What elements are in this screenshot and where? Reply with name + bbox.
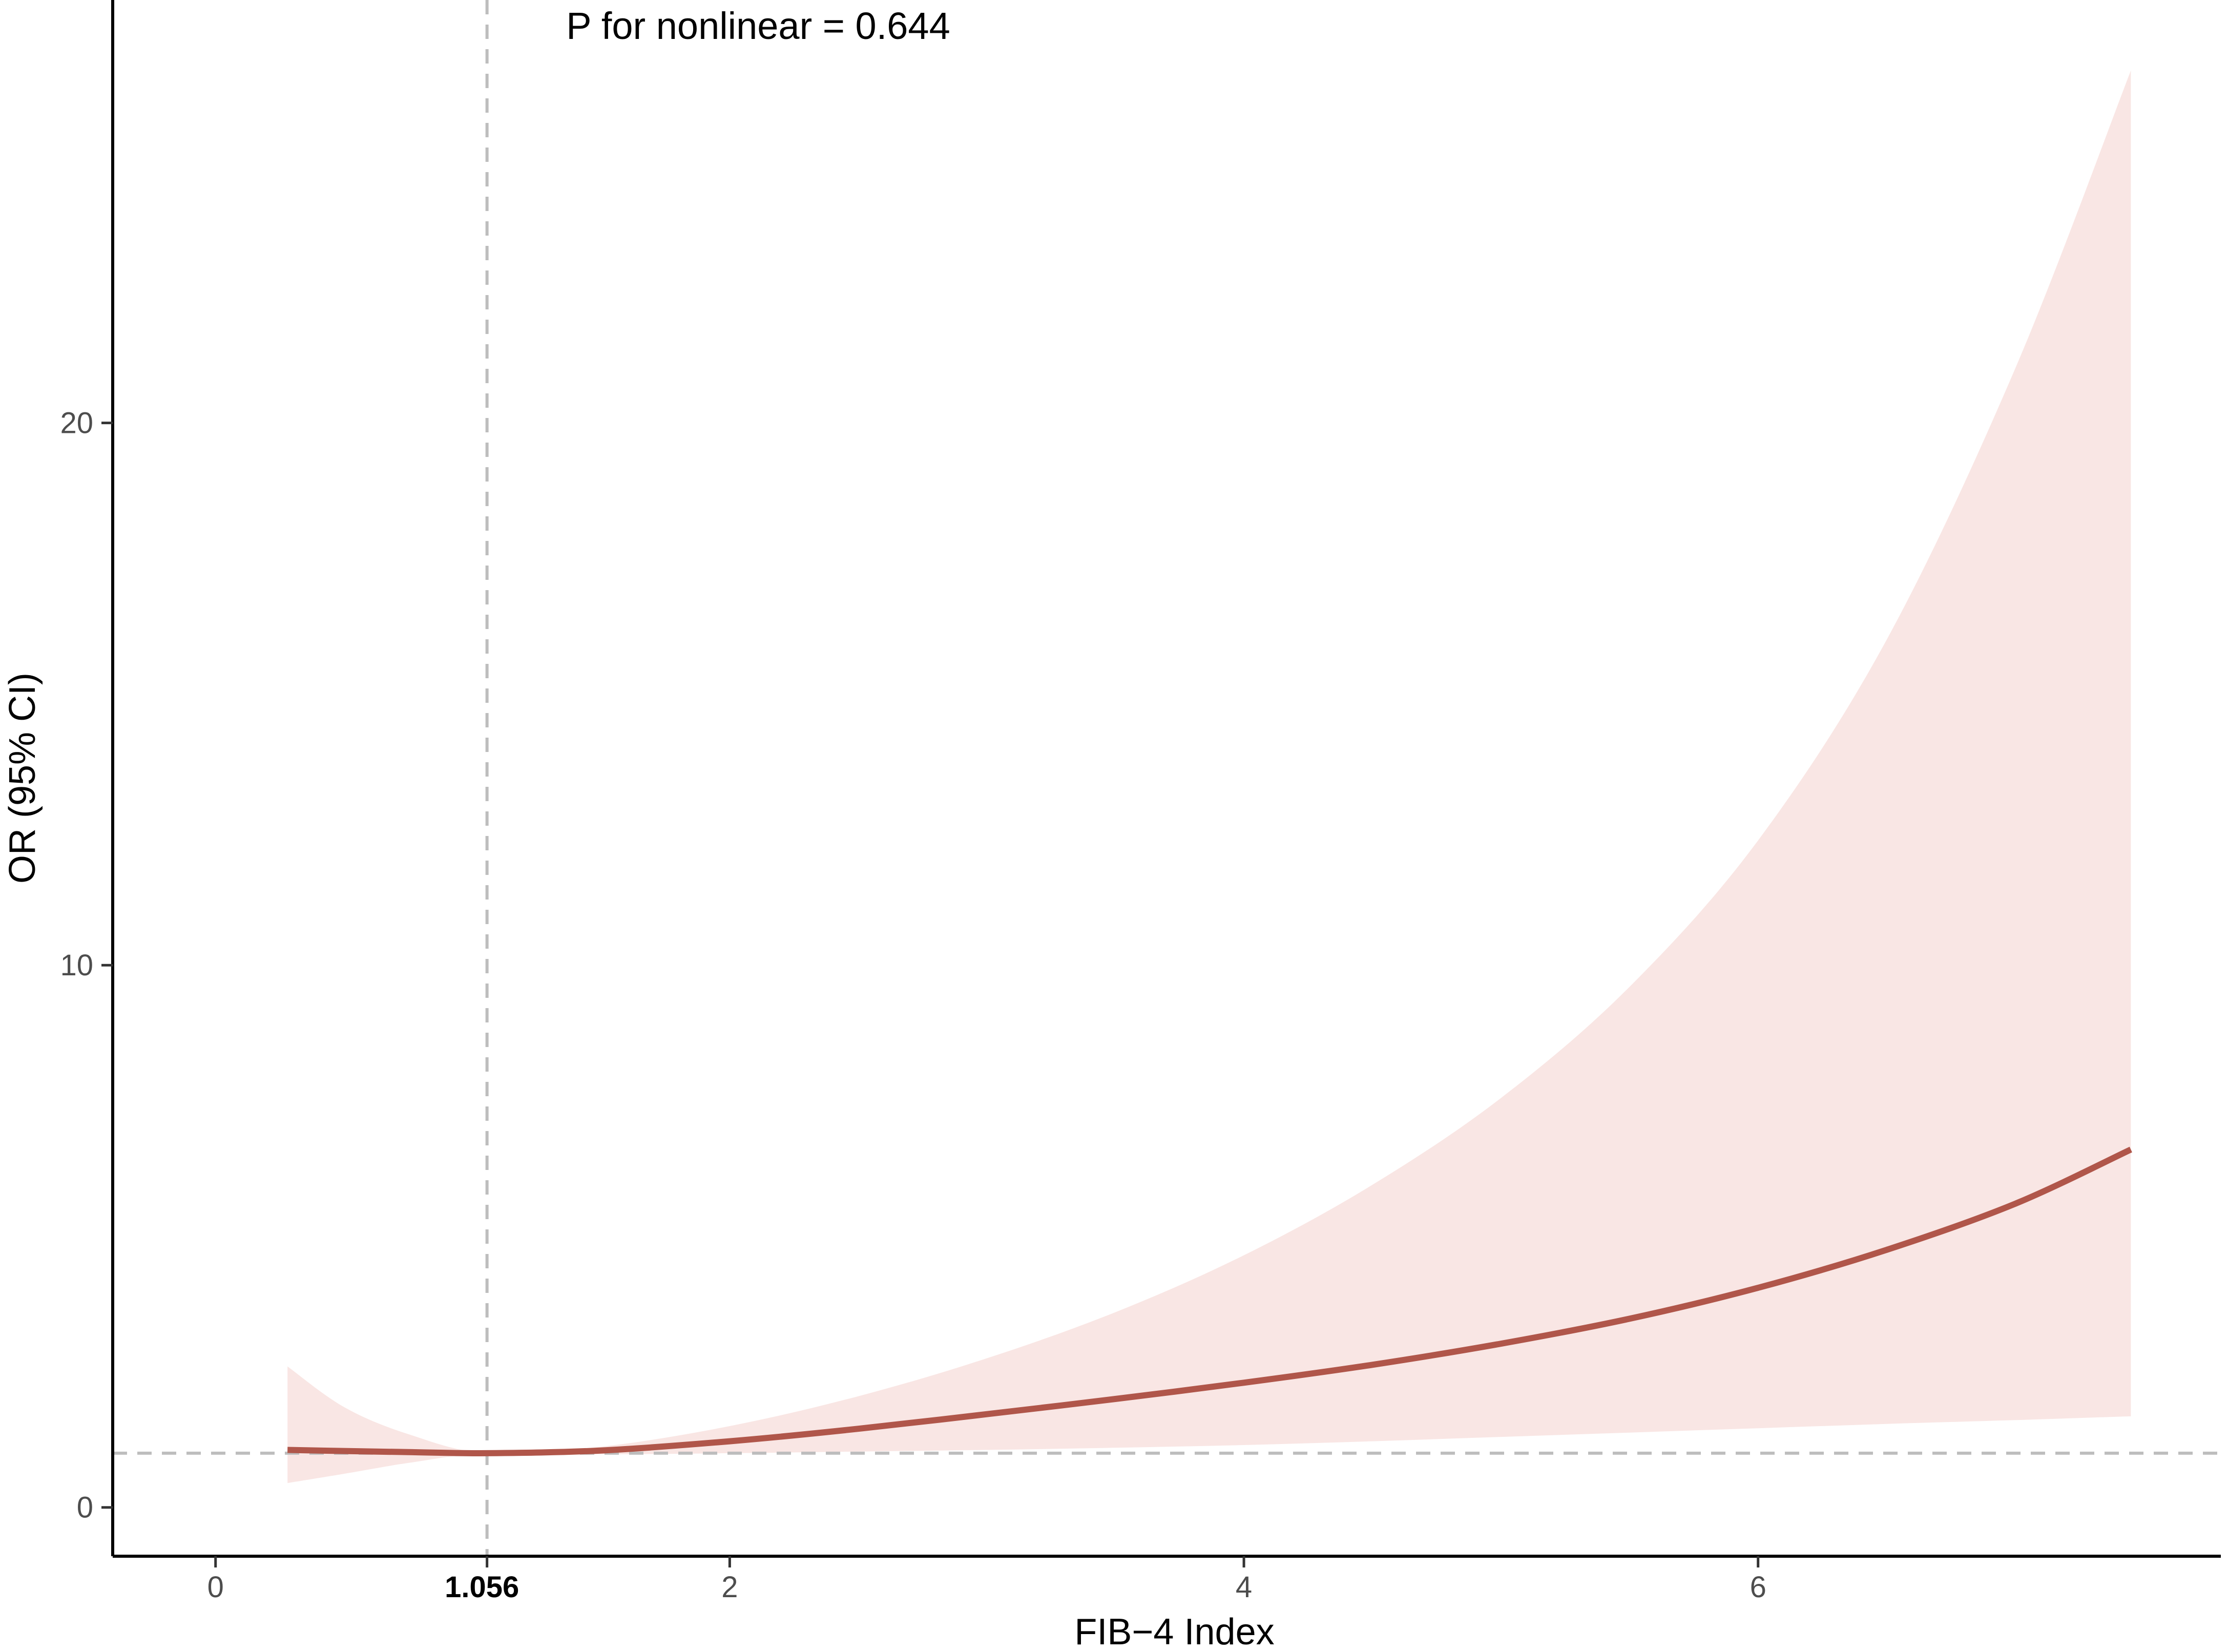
confidence-band bbox=[287, 70, 2131, 1483]
y-axis-ticks: 0 10 20 bbox=[60, 407, 113, 1524]
nonlinear-p-annotation: P for nonlinear = 0.644 bbox=[566, 5, 950, 47]
x-axis-ticks: 0 2 4 6 bbox=[207, 1556, 1766, 1604]
reference-x-label: 1.056 bbox=[445, 1571, 519, 1604]
y-tick-label: 0 bbox=[77, 1491, 93, 1524]
y-tick-label: 20 bbox=[60, 407, 93, 440]
x-tick-label: 6 bbox=[1750, 1571, 1766, 1604]
x-tick-label: 0 bbox=[207, 1571, 224, 1604]
or-series-line bbox=[287, 1146, 2132, 1456]
x-tick-label: 4 bbox=[1236, 1571, 1252, 1604]
y-axis-title: OR (95% CI) bbox=[2, 673, 43, 884]
y-tick-label: 10 bbox=[60, 949, 93, 982]
x-tick-label: 2 bbox=[721, 1571, 738, 1604]
x-axis-title: FIB−4 Index bbox=[1074, 1612, 1274, 1652]
